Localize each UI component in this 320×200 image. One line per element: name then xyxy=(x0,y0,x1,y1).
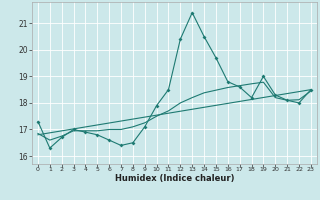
X-axis label: Humidex (Indice chaleur): Humidex (Indice chaleur) xyxy=(115,174,234,183)
